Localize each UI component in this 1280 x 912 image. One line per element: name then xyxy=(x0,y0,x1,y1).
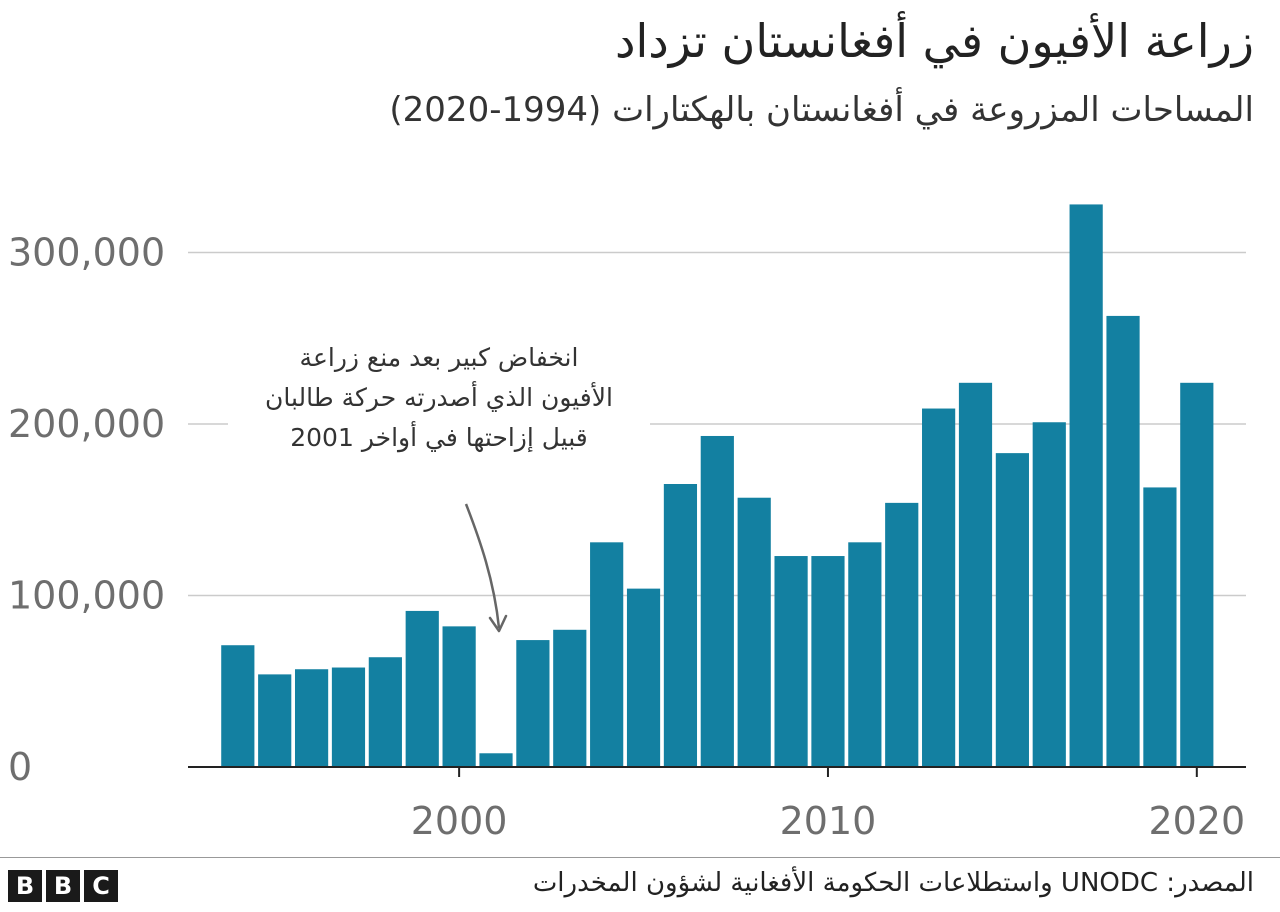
bar xyxy=(553,629,587,767)
bar xyxy=(811,556,845,767)
chart-title: زراعة الأفيون في أفغانستان تزداد xyxy=(615,14,1254,68)
bar xyxy=(368,657,402,767)
axes: 0 100,000 200,000 300,000 2000 2010 2020 xyxy=(8,230,1246,843)
bar xyxy=(331,667,366,767)
logo-letter: C xyxy=(84,870,118,902)
bbc-logo: B B C xyxy=(8,870,118,902)
bar xyxy=(774,556,808,767)
bar xyxy=(590,542,624,767)
bar xyxy=(258,674,292,767)
y-tick-label: 200,000 xyxy=(8,402,165,446)
bar xyxy=(1032,422,1066,767)
bar xyxy=(1180,382,1214,767)
bar xyxy=(221,645,255,767)
bar xyxy=(405,610,439,767)
bar xyxy=(516,640,550,767)
annotation-arrow-line xyxy=(464,503,501,629)
y-tick-label: 100,000 xyxy=(8,573,165,617)
bar xyxy=(663,484,698,767)
bar xyxy=(294,669,329,767)
annotation-arrow xyxy=(464,503,508,633)
bar xyxy=(885,502,919,767)
bar xyxy=(700,435,734,767)
footer-divider xyxy=(0,857,1280,858)
bar xyxy=(1143,487,1177,767)
bar xyxy=(442,626,476,767)
annotation-line: قبيل إزاحتها في أواخر 2001 xyxy=(290,423,588,452)
chart-subtitle: المساحات المزروعة في أفغانستان بالهكتارا… xyxy=(389,90,1254,130)
bar xyxy=(737,497,771,767)
bars xyxy=(221,204,1214,767)
bar xyxy=(922,408,956,767)
y-tick-label: 0 xyxy=(8,745,32,789)
y-tick-label: 300,000 xyxy=(8,230,165,274)
source-note: المصدر: UNODC واستطلاعات الحكومة الأفغان… xyxy=(532,868,1254,898)
bar xyxy=(1106,315,1140,767)
bar xyxy=(1069,204,1103,767)
logo-letter: B xyxy=(46,870,80,902)
annotation-arrow-head xyxy=(488,614,508,633)
bar xyxy=(995,453,1029,767)
bar xyxy=(958,382,993,767)
annotation-line: انخفاض كبير بعد منع زراعة xyxy=(299,343,579,372)
x-tick-label: 2010 xyxy=(780,799,877,843)
annotation-line: الأفيون الذي أصدرته حركة طالبان xyxy=(265,383,613,412)
x-tick-label: 2020 xyxy=(1148,799,1245,843)
bar xyxy=(479,753,513,767)
x-tick-label: 2000 xyxy=(411,799,508,843)
annotation-text: انخفاض كبير بعد منع زراعة الأفيون الذي أ… xyxy=(228,334,650,462)
logo-letter: B xyxy=(8,870,42,902)
bar xyxy=(626,588,661,767)
bar xyxy=(848,542,882,767)
